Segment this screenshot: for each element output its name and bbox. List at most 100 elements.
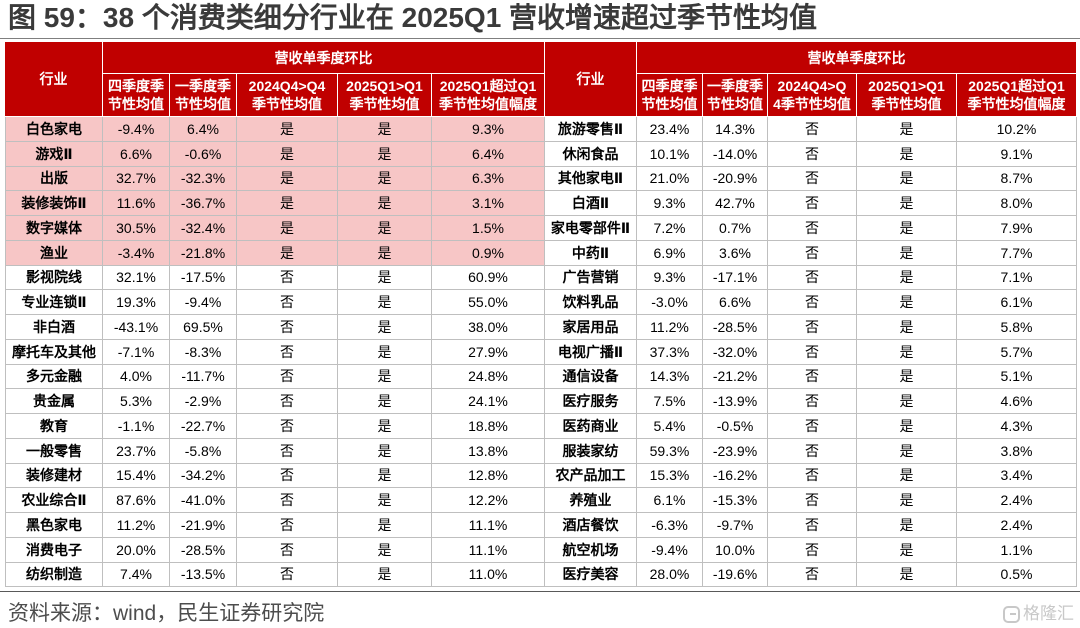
left-q4-seasonal-avg-cell: -9.4%	[103, 117, 170, 142]
left-col-header-q4-above-seasonal: 2024Q4>Q4 季节性均值	[237, 74, 338, 117]
left-industry-cell: 纺织制造	[5, 562, 103, 588]
right-q1-seasonal-avg-cell: -13.9%	[703, 389, 768, 414]
watermark-logo: 格隆汇	[1003, 604, 1074, 624]
header-line: 季节性均值	[871, 96, 942, 112]
header-line: 2024Q4>Q	[777, 78, 847, 94]
right-q1-above-seasonal-cell: 是	[857, 141, 957, 167]
left-q4-seasonal-avg-cell: 87.6%	[103, 488, 170, 513]
right-q4-seasonal-avg-cell: 7.2%	[637, 216, 703, 241]
right-industry-cell: 家电零部件Ⅱ	[545, 216, 637, 241]
right-q1-above-seasonal-cell: 是	[857, 265, 957, 291]
right-q1-above-seasonal-cell: 是	[857, 364, 957, 390]
title-divider	[0, 38, 1080, 39]
left-q4-above-seasonal-cell: 是	[237, 216, 338, 241]
left-industry-header: 行业	[5, 42, 103, 117]
right-industry-cell: 养殖业	[545, 488, 637, 513]
right-q4-seasonal-avg-cell: 6.9%	[637, 240, 703, 266]
left-q1-seasonal-avg-cell: 6.4%	[170, 117, 237, 142]
left-q1-seasonal-avg-cell: -34.2%	[170, 463, 237, 489]
left-industry-cell: 摩托车及其他	[5, 339, 103, 365]
right-q1-excess-margin-cell: 5.8%	[957, 315, 1077, 340]
right-q1-excess-margin-cell: 8.0%	[957, 191, 1077, 216]
right-q4-seasonal-avg-cell: 23.4%	[637, 117, 703, 142]
header-line: 季节性均值	[252, 96, 322, 112]
left-industry-cell: 一般零售	[5, 438, 103, 464]
right-col-header-q1-seasonal-avg: 一季度季 节性均值	[703, 74, 768, 117]
right-q1-excess-margin-cell: 2.4%	[957, 488, 1077, 513]
left-q1-above-seasonal-cell: 是	[338, 290, 432, 315]
right-q1-excess-margin-cell: 3.4%	[957, 463, 1077, 489]
header-line: 季节性均值幅度	[439, 96, 537, 112]
left-q1-excess-margin-cell: 1.5%	[432, 216, 545, 241]
right-q4-seasonal-avg-cell: 5.4%	[637, 414, 703, 439]
left-q1-above-seasonal-cell: 是	[338, 339, 432, 365]
right-q4-above-seasonal-cell: 否	[768, 414, 857, 439]
right-q1-excess-margin-cell: 5.7%	[957, 339, 1077, 365]
right-industry-cell: 酒店餐饮	[545, 513, 637, 538]
consumer-industries-table: 行业 营收单季度环比 四季度季 节性均值 一季度季 节性均值 2024Q4>Q4…	[5, 42, 1077, 588]
left-q1-seasonal-avg-cell: -21.9%	[170, 513, 237, 538]
left-q4-above-seasonal-cell: 是	[237, 166, 338, 192]
right-q1-seasonal-avg-cell: -32.0%	[703, 339, 768, 365]
left-industry-cell: 消费电子	[5, 537, 103, 563]
left-q1-seasonal-avg-cell: -2.9%	[170, 389, 237, 414]
right-industry-cell: 医药商业	[545, 414, 637, 439]
left-industry-cell: 渔业	[5, 240, 103, 266]
left-q4-above-seasonal-cell: 否	[237, 537, 338, 563]
right-col-header-q1-excess-margin: 2025Q1超过Q1 季节性均值幅度	[957, 74, 1077, 117]
right-q4-seasonal-avg-cell: 37.3%	[637, 339, 703, 365]
left-q1-excess-margin-cell: 11.1%	[432, 537, 545, 563]
right-q1-excess-margin-cell: 4.3%	[957, 414, 1077, 439]
left-q1-excess-margin-cell: 55.0%	[432, 290, 545, 315]
header-line: 2025Q1>Q1	[346, 78, 423, 94]
right-q4-above-seasonal-cell: 否	[768, 562, 857, 588]
header-line: 节性均值	[108, 96, 164, 112]
right-q1-excess-margin-cell: 10.2%	[957, 117, 1077, 142]
left-q4-above-seasonal-cell: 否	[237, 290, 338, 315]
header-line: 4季节性均值	[773, 96, 851, 112]
right-q1-seasonal-avg-cell: -9.7%	[703, 513, 768, 538]
right-q1-above-seasonal-cell: 是	[857, 513, 957, 538]
left-q4-above-seasonal-cell: 是	[237, 141, 338, 167]
right-q4-above-seasonal-cell: 否	[768, 389, 857, 414]
header-line: 节性均值	[707, 96, 763, 112]
left-q4-seasonal-avg-cell: 5.3%	[103, 389, 170, 414]
left-industry-cell: 非白酒	[5, 315, 103, 340]
left-q4-seasonal-avg-cell: 32.7%	[103, 166, 170, 192]
right-q4-seasonal-avg-cell: 9.3%	[637, 265, 703, 291]
left-q1-excess-margin-cell: 9.3%	[432, 117, 545, 142]
right-q4-above-seasonal-cell: 否	[768, 537, 857, 563]
left-col-header-q1-excess-margin: 2025Q1超过Q1 季节性均值幅度	[432, 74, 545, 117]
left-q1-excess-margin-cell: 11.0%	[432, 562, 545, 588]
right-q4-above-seasonal-cell: 否	[768, 290, 857, 315]
left-q4-seasonal-avg-cell: -7.1%	[103, 339, 170, 365]
right-q1-excess-margin-cell: 3.8%	[957, 438, 1077, 464]
left-industry-cell: 农业综合Ⅱ	[5, 488, 103, 513]
right-q1-seasonal-avg-cell: -19.6%	[703, 562, 768, 588]
right-q1-excess-margin-cell: 9.1%	[957, 141, 1077, 167]
left-q4-above-seasonal-cell: 否	[237, 389, 338, 414]
left-industry-cell: 游戏Ⅱ	[5, 141, 103, 167]
header-line: 2024Q4>Q4	[248, 78, 326, 94]
left-q4-seasonal-avg-cell: 4.0%	[103, 364, 170, 390]
right-q1-excess-margin-cell: 4.6%	[957, 389, 1077, 414]
left-q1-excess-margin-cell: 18.8%	[432, 414, 545, 439]
header-line: 2025Q1>Q1	[868, 78, 945, 94]
left-q4-seasonal-avg-cell: -3.4%	[103, 240, 170, 266]
header-line: 节性均值	[641, 96, 698, 112]
right-q4-seasonal-avg-cell: 9.3%	[637, 191, 703, 216]
right-industry-cell: 农产品加工	[545, 463, 637, 489]
right-q4-above-seasonal-cell: 否	[768, 364, 857, 390]
left-q4-seasonal-avg-cell: 15.4%	[103, 463, 170, 489]
left-q4-seasonal-avg-cell: 30.5%	[103, 216, 170, 241]
right-q4-seasonal-avg-cell: 7.5%	[637, 389, 703, 414]
left-q4-above-seasonal-cell: 否	[237, 513, 338, 538]
right-q1-seasonal-avg-cell: -20.9%	[703, 166, 768, 192]
left-q1-above-seasonal-cell: 是	[338, 562, 432, 588]
right-q1-excess-margin-cell: 1.1%	[957, 537, 1077, 563]
right-q1-seasonal-avg-cell: -15.3%	[703, 488, 768, 513]
left-q4-above-seasonal-cell: 否	[237, 315, 338, 340]
left-q1-excess-margin-cell: 11.1%	[432, 513, 545, 538]
right-q1-above-seasonal-cell: 是	[857, 315, 957, 340]
right-group-header: 营收单季度环比	[637, 42, 1077, 74]
